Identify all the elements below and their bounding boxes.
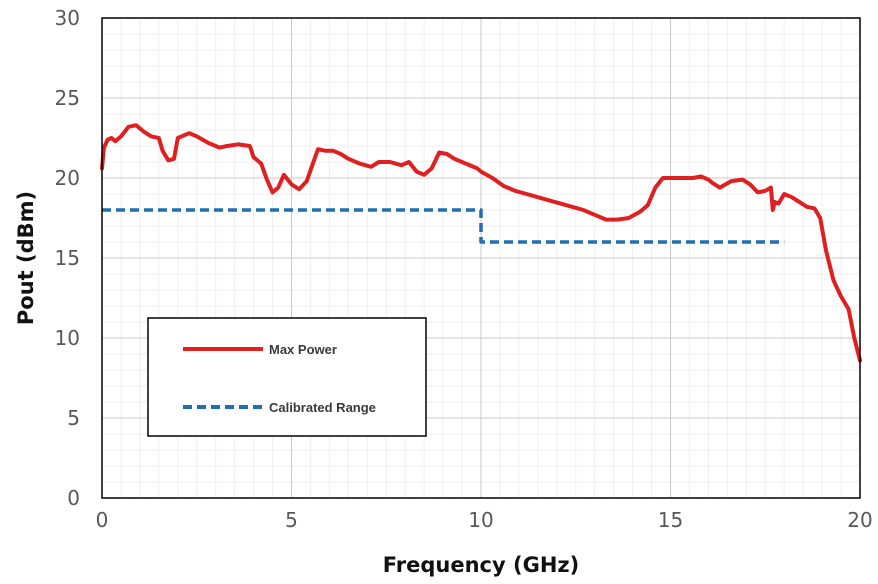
x-tick-label: 10	[468, 508, 493, 532]
legend: Max Power Calibrated Range	[147, 317, 427, 437]
legend-box	[147, 317, 427, 437]
x-tick-label: 20	[847, 508, 872, 532]
y-axis-title: Pout (dBm)	[14, 191, 38, 325]
legend-label-max-power: Max Power	[269, 342, 337, 357]
x-tick-labels: 0 5 10 15 20	[96, 508, 873, 532]
y-tick-label: 25	[55, 86, 80, 110]
y-tick-label: 5	[67, 406, 80, 430]
x-tick-label: 15	[658, 508, 683, 532]
y-tick-label: 15	[55, 246, 80, 270]
x-tick-label: 5	[285, 508, 298, 532]
series-layer	[100, 123, 862, 363]
series-line-calibrated-range	[102, 208, 785, 244]
legend-label-calibrated-range: Calibrated Range	[269, 400, 376, 415]
y-tick-label: 10	[55, 326, 80, 350]
plot-frame	[101, 17, 861, 499]
y-tick-label: 20	[55, 166, 80, 190]
y-tick-labels: 0 5 10 15 20 25 30	[55, 6, 80, 510]
y-tick-label: 30	[55, 6, 80, 30]
y-tick-label: 0	[67, 486, 80, 510]
x-tick-label: 0	[96, 508, 109, 532]
x-axis-title: Frequency (GHz)	[383, 553, 579, 577]
series-line-max-power	[100, 123, 862, 363]
